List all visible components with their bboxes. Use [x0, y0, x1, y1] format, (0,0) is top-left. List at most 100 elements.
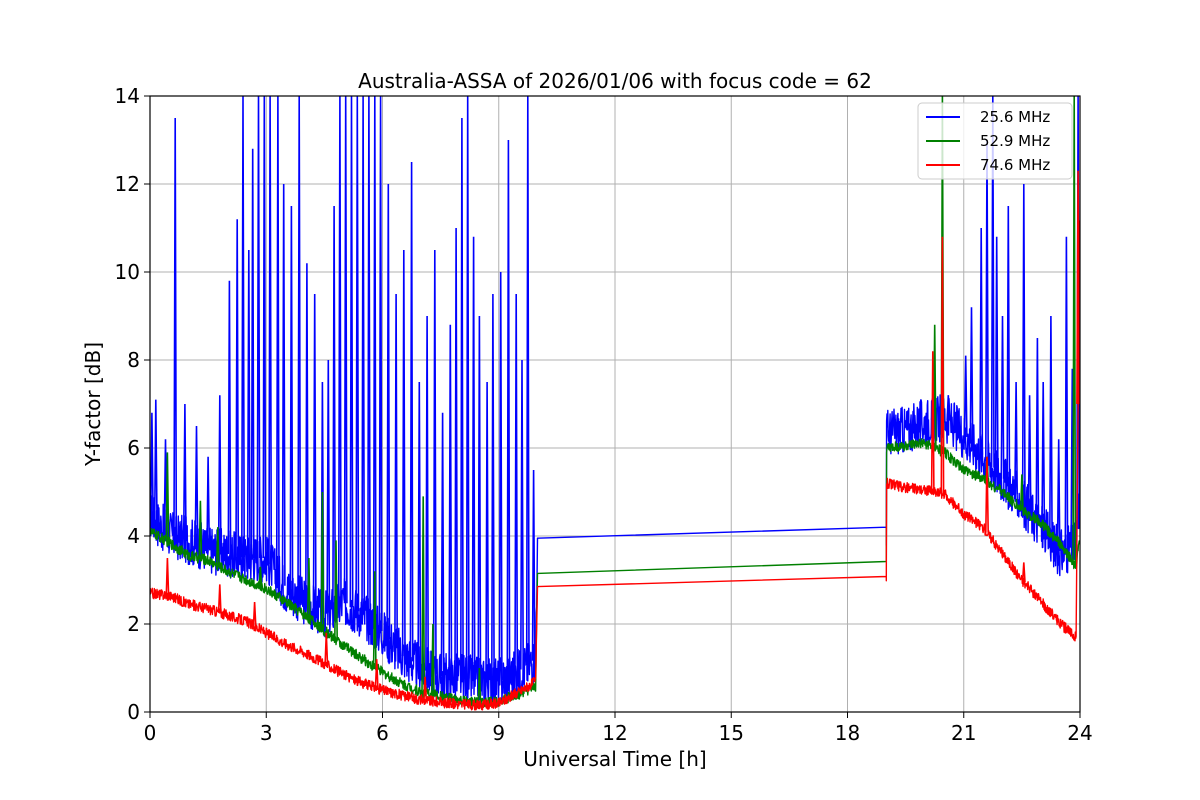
y-tick-label-6: 12 [115, 172, 140, 196]
series-spike-0-21 [312, 293, 317, 609]
series-spike-0-29 [361, 96, 366, 616]
series-spike-1-8 [421, 496, 426, 693]
series-spike-0-39 [432, 249, 437, 675]
series-spike-0-14 [262, 96, 267, 559]
series-spike-0-41 [448, 324, 453, 677]
series-spike-0-6 [206, 456, 211, 550]
x-tick-label-5: 15 [719, 721, 744, 745]
series-spike-2-4 [374, 659, 379, 689]
series-spike-0-53 [525, 96, 530, 666]
series-spike-0-47 [485, 381, 490, 682]
series-spike-0-63 [994, 236, 999, 473]
series-spike-0-66 [1014, 381, 1018, 495]
y-tick-label-3: 6 [127, 436, 140, 460]
y-tick-label-7: 14 [115, 84, 140, 108]
series-spike-0-27 [349, 96, 354, 608]
series-spike-0-45 [471, 236, 476, 680]
series-spike-0-10 [241, 96, 245, 558]
series-spike-0-68 [1027, 395, 1032, 512]
series-line-0 [150, 394, 1080, 706]
y-tick-label-2: 4 [127, 524, 140, 548]
series-spike-0-8 [227, 280, 232, 555]
legend-label-2: 74.6 MHz [980, 156, 1050, 174]
series-spike-2-1 [217, 584, 222, 613]
series-spike-1-6 [334, 540, 338, 640]
series-spike-0-20 [305, 263, 309, 604]
series-spike-0-35 [401, 249, 406, 657]
series-spike-1-0 [165, 452, 170, 542]
series-spike-0-64 [1000, 315, 1005, 479]
series-spike-2-3 [324, 632, 329, 665]
series-spike-0-16 [275, 96, 280, 577]
series-spike-0-71 [1049, 315, 1053, 541]
series-spike-1-4 [306, 557, 311, 619]
series-spike-0-11 [246, 249, 251, 559]
series-spike-2-10 [1076, 170, 1080, 405]
x-tick-label-0: 0 [144, 721, 157, 745]
x-tick-label-6: 18 [835, 721, 860, 745]
series-spike-0-43 [460, 117, 464, 678]
x-tick-label-7: 21 [951, 721, 976, 745]
legend-box [917, 102, 1073, 180]
x-tick-label-1: 3 [260, 721, 273, 745]
series-spike-0-26 [343, 96, 348, 604]
y-tick-label-1: 2 [127, 612, 140, 636]
series-spike-0-7 [217, 395, 222, 552]
series-spike-0-19 [297, 96, 302, 599]
series-spike-0-40 [440, 412, 445, 677]
x-axis-label: Universal Time [h] [523, 747, 706, 771]
series-spike-0-36 [409, 161, 414, 662]
y-tick-label-0: 0 [127, 700, 140, 724]
series-spike-0-48 [491, 293, 495, 682]
series-spike-0-37 [417, 381, 422, 667]
series-spike-0-9 [235, 219, 240, 556]
series-layer [150, 96, 1080, 711]
series-spike-0-0 [150, 412, 154, 517]
series-spike-0-15 [268, 96, 273, 565]
series-spike-0-72 [1056, 439, 1061, 552]
series-spike-2-0 [165, 557, 170, 596]
series-spike-1-9 [430, 623, 435, 695]
y-tick-label-4: 8 [127, 348, 140, 372]
y-axis-label: Y-factor [dB] [81, 342, 105, 467]
series-spike-0-38 [425, 315, 429, 671]
series-spike-0-30 [367, 96, 371, 621]
series-spike-2-6 [930, 351, 935, 492]
series-spike-0-51 [514, 293, 519, 674]
series-spike-0-59 [969, 307, 974, 444]
series-spike-2-8 [985, 456, 989, 533]
series-spike-0-13 [256, 96, 261, 559]
x-tick-label-3: 9 [492, 721, 505, 745]
y-tick-label-5: 10 [115, 260, 140, 284]
series-spike-0-60 [979, 227, 984, 455]
series-spike-0-33 [386, 183, 391, 640]
series-spike-1-3 [258, 566, 263, 587]
series-spike-0-58 [963, 355, 968, 438]
series-spike-0-44 [465, 96, 470, 679]
series-spike-0-42 [454, 227, 459, 677]
series-spike-1-14 [1019, 474, 1024, 510]
series-spike-0-18 [289, 205, 294, 593]
series-spike-0-34 [394, 293, 398, 649]
series-line-1 [150, 438, 1080, 709]
chart-title: Australia-ASSA of 2026/01/06 with focus … [358, 69, 872, 93]
series-spike-0-67 [1021, 183, 1026, 504]
series-spike-1-5 [320, 491, 325, 630]
series-spike-0-17 [281, 183, 286, 586]
series-spike-2-2 [252, 601, 257, 627]
series-spike-0-28 [355, 96, 360, 612]
series-spike-0-1 [153, 399, 158, 521]
series-spike-1-2 [215, 527, 220, 566]
x-tick-label-4: 12 [602, 721, 627, 745]
series-spike-0-3 [173, 117, 178, 537]
series-spike-0-50 [506, 139, 511, 677]
series-spike-0-23 [326, 359, 331, 613]
series-spike-2-9 [1021, 562, 1026, 583]
series-spike-0-32 [378, 96, 383, 632]
series-spike-0-73 [1064, 236, 1069, 551]
series-spike-0-70 [1041, 381, 1046, 530]
series-line-2 [150, 220, 1080, 711]
legend: 25.6 MHz 52.9 MHz 74.6 MHz [917, 102, 1073, 180]
series-spike-0-57 [946, 395, 951, 421]
